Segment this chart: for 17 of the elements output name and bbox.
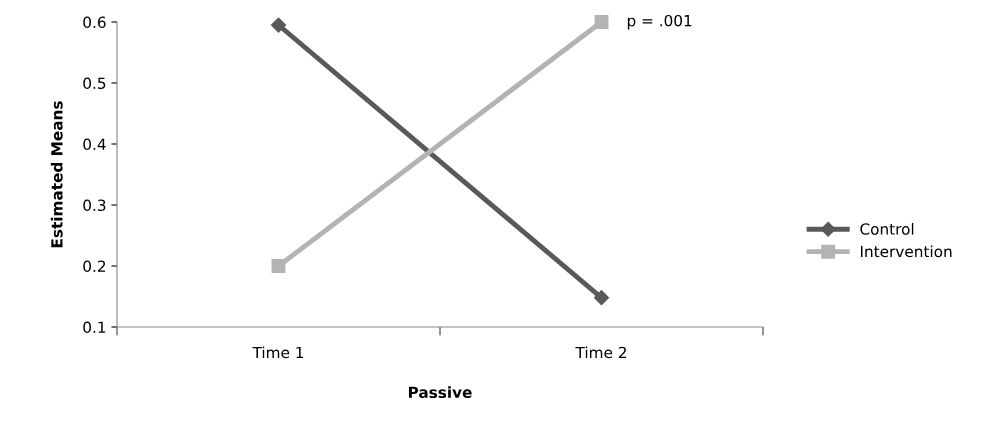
- y-tick-label: 0.4: [83, 138, 106, 151]
- annotation: p = .001: [627, 14, 692, 30]
- x-tick-label: Time 2: [575, 346, 626, 359]
- x-tick-label: Time 1: [252, 346, 304, 359]
- y-tick-label: 0.6: [83, 16, 106, 29]
- x-axis-title: Passive: [408, 386, 472, 399]
- point: [270, 17, 287, 33]
- y-tick-label: 0.2: [83, 260, 106, 273]
- y-tick-label: 0.1: [83, 321, 106, 334]
- legend-label: Intervention: [860, 245, 952, 258]
- point: [594, 15, 609, 29]
- y-tick-label: 0.5: [83, 77, 106, 90]
- y-axis-title: Estimated Means: [50, 101, 63, 248]
- legend-label: Control: [860, 222, 914, 235]
- point: [593, 290, 610, 306]
- y-tick-label: 0.3: [83, 199, 106, 212]
- point: [271, 259, 286, 273]
